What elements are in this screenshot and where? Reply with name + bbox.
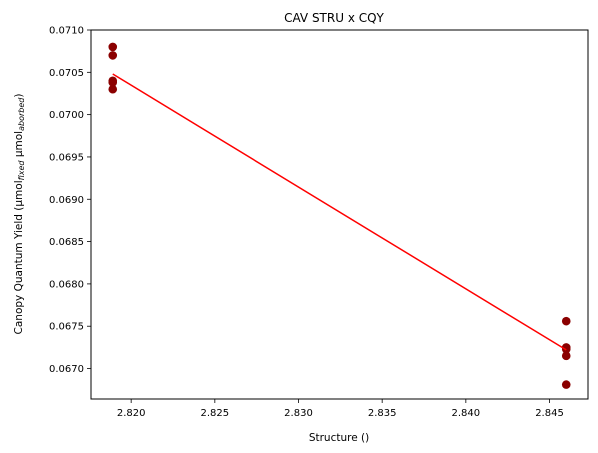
x-tick-label: 2.825 xyxy=(201,408,230,419)
y-axis-label-sub-fixed: fixed xyxy=(17,160,26,181)
data-point xyxy=(108,51,118,60)
y-tick-label: 0.0710 xyxy=(49,26,84,37)
axes-frame xyxy=(90,29,589,400)
data-point xyxy=(108,42,118,52)
y-tick-label: 0.0680 xyxy=(49,279,84,290)
y-tick-label: 0.0670 xyxy=(49,364,84,375)
data-point xyxy=(108,78,118,87)
y-tick-label: 0.0700 xyxy=(49,110,84,121)
y-tick-label: 0.0690 xyxy=(49,195,84,206)
data-point xyxy=(108,84,118,94)
x-axis-ticks: 2.820 2.825 2.830 2.835 2.840 2.845 xyxy=(117,399,564,419)
x-tick-label: 2.845 xyxy=(535,408,564,419)
data-point xyxy=(561,380,571,389)
y-axis-label-suffix: ) xyxy=(13,94,25,98)
y-axis-label-prefix: Canopy Quantum Yield (µmol xyxy=(13,180,25,334)
y-tick-label: 0.0695 xyxy=(49,152,84,163)
data-point xyxy=(561,316,571,326)
x-tick-label: 2.830 xyxy=(284,408,313,419)
y-axis-label-mid: µmol xyxy=(13,131,25,161)
y-axis-label-sub-absorbed: aborbed xyxy=(17,97,26,131)
y-tick-label: 0.0675 xyxy=(49,322,84,333)
y-tick-label: 0.0685 xyxy=(49,237,84,248)
chart-title: CAV STRU x CQY xyxy=(284,11,384,25)
x-tick-label: 2.840 xyxy=(452,408,481,419)
x-tick-label: 2.835 xyxy=(368,408,397,419)
y-tick-label: 0.0705 xyxy=(49,68,84,79)
y-axis-label: Canopy Quantum Yield (µmolfixed µmolabor… xyxy=(13,94,26,335)
y-axis-ticks: 0.0670 0.0675 0.0680 0.0685 0.0690 0.0695 0.07… xyxy=(49,26,91,375)
fit-line xyxy=(112,73,567,351)
x-axis-label: Structure () xyxy=(309,432,369,444)
plot-area xyxy=(108,42,571,389)
data-point xyxy=(561,351,571,361)
x-tick-label: 2.820 xyxy=(117,408,146,419)
